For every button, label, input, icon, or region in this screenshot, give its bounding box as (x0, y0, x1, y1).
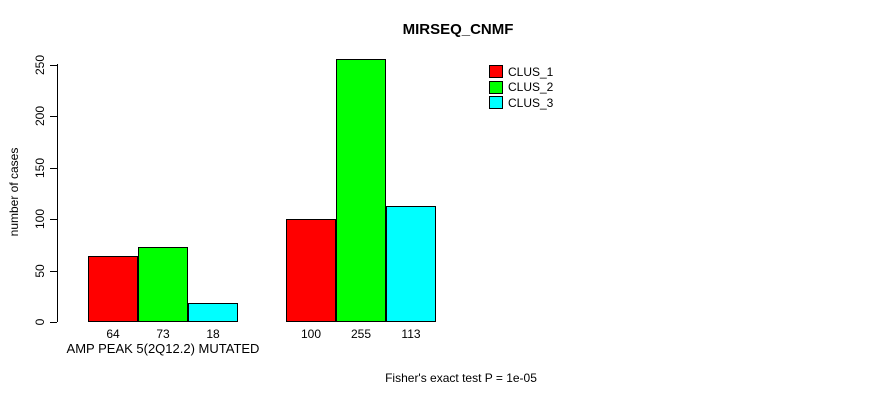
annotation: Fisher's exact test P = 1e-05 (385, 371, 537, 385)
bar-value-label: 100 (300, 327, 322, 341)
bar-clus_3-group-1 (188, 303, 238, 322)
bar-clus_3-group-2 (386, 206, 436, 322)
legend-swatch (489, 80, 503, 94)
y-tick (50, 64, 57, 66)
y-tick (50, 167, 57, 169)
y-axis-line (57, 64, 58, 322)
y-tick-label: 150 (33, 157, 47, 178)
y-tick (50, 322, 57, 323)
bar-value-label: 73 (156, 327, 170, 341)
y-tick-label: 200 (33, 105, 47, 127)
legend-item: CLUS_2 (489, 80, 553, 96)
bar-clus_2-group-2 (336, 59, 386, 322)
legend-swatch (489, 96, 503, 110)
y-tick-label: 100 (33, 208, 47, 230)
bar-value-label: 64 (106, 327, 120, 341)
y-tick-label: 50 (33, 263, 47, 278)
legend: CLUS_1 CLUS_2 CLUS_3 (489, 64, 553, 111)
bar-value-label: 255 (350, 327, 372, 341)
legend-item: CLUS_3 (489, 95, 553, 111)
y-tick (50, 270, 57, 272)
legend-label: CLUS_2 (508, 80, 554, 95)
bar-clus_2-group-1 (138, 247, 188, 322)
bar-value-label: 18 (206, 327, 220, 341)
bar-clus_1-group-2 (286, 219, 336, 322)
bar-value-label: 113 (401, 327, 421, 341)
y-axis-label: number of cases (7, 147, 21, 237)
chart-title: MIRSEQ_CNMF (402, 21, 514, 38)
group-label: AMP PEAK 5(2Q12.2) MUTATED (66, 341, 260, 356)
legend-swatch (489, 65, 503, 79)
legend-label: CLUS_3 (508, 95, 554, 110)
y-tick-label: 250 (33, 54, 47, 75)
bar-clus_1-group-1 (88, 256, 138, 322)
y-tick-label: 0 (33, 318, 47, 326)
y-tick (50, 116, 57, 117)
legend-label: CLUS_1 (508, 64, 554, 79)
legend-item: CLUS_1 (489, 64, 553, 80)
y-tick (50, 219, 57, 220)
